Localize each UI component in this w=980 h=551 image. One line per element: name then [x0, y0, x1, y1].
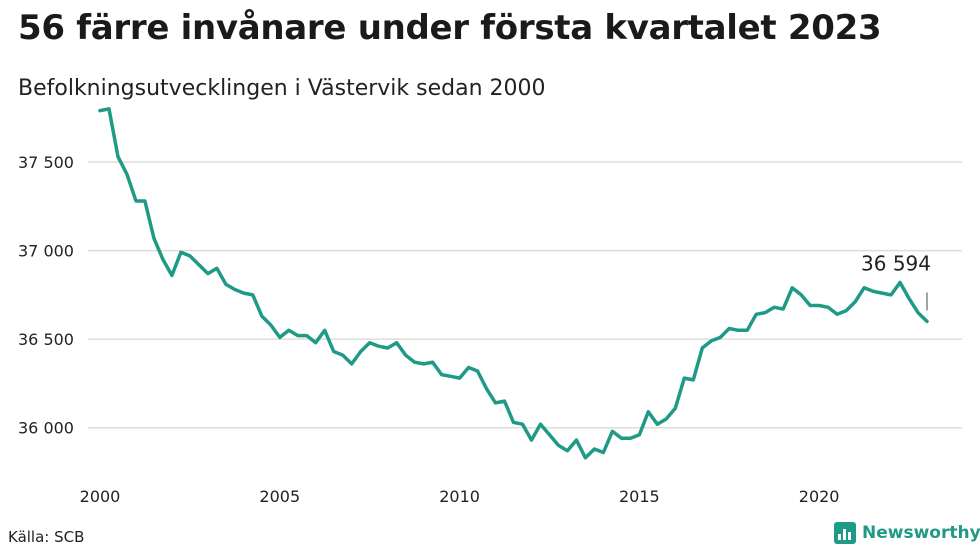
x-tick-label: 2015 [619, 487, 660, 506]
x-tick-label: 2010 [439, 487, 480, 506]
series [98, 107, 929, 460]
x-tick-label: 2000 [80, 487, 121, 506]
annotation-label: 36 594 [861, 251, 931, 275]
grid-lines [88, 161, 962, 429]
y-tick-label: 36 000 [18, 419, 74, 438]
y-tick-label: 36 500 [18, 330, 74, 349]
series-line [98, 107, 929, 460]
x-tick-label: 2005 [259, 487, 300, 506]
y-tick-label: 37 500 [18, 153, 74, 172]
brand-name: Newsworthy [862, 523, 980, 543]
y-tick-label: 37 000 [18, 242, 74, 261]
chart-subtitle: Befolkningsutvecklingen i Västervik seda… [18, 76, 546, 101]
y-axis: 36 000 36 500 37 000 37 500 [18, 153, 74, 438]
source-credit: Källa: SCB [8, 528, 85, 546]
x-axis: 2000 2005 2010 2015 2020 [80, 487, 840, 506]
chart-title: 56 färre invånare under första kvartalet… [18, 8, 882, 48]
x-tick-label: 2020 [799, 487, 840, 506]
annotation: 36 594 [861, 251, 931, 311]
brand-logo: Newsworthy [834, 522, 980, 544]
newsworthy-logo-icon [834, 522, 856, 544]
